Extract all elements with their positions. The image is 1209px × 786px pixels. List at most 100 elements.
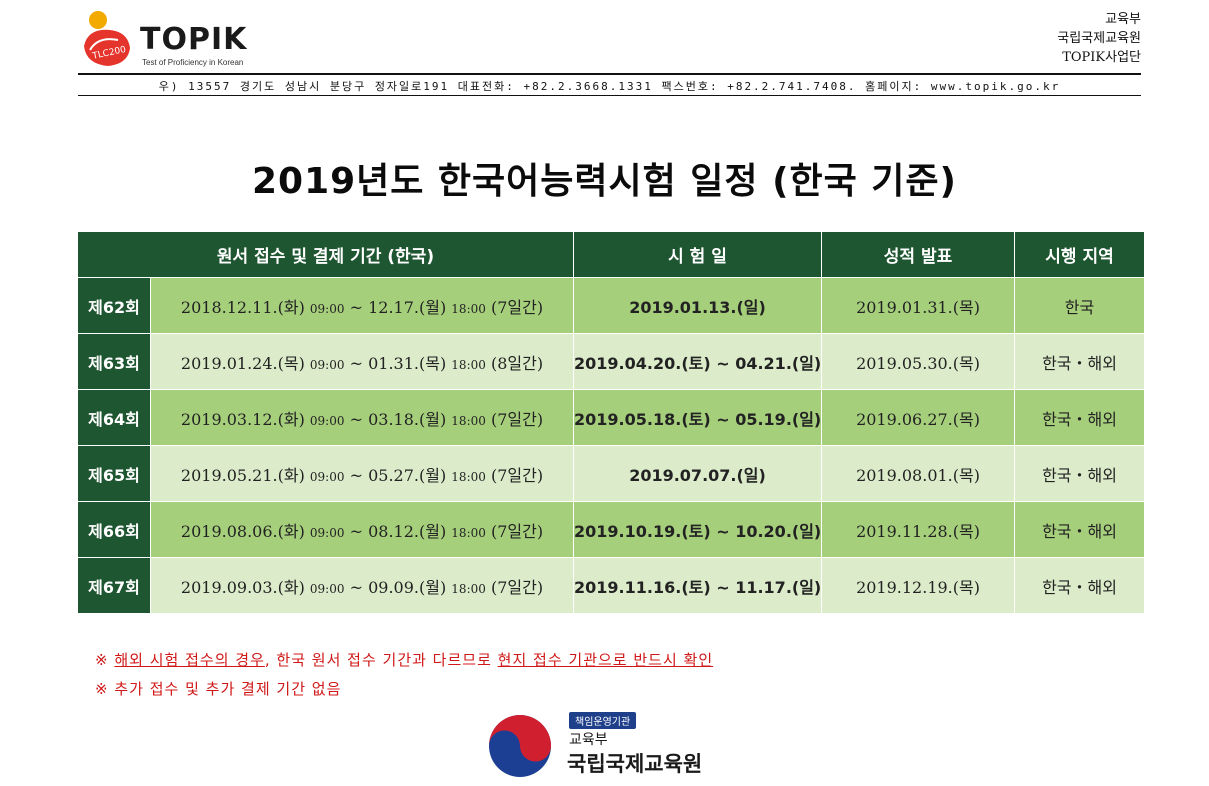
niied-logo: 책임운영기관 교육부 국립국제교육원 (487, 710, 727, 780)
note-overseas: 해외 시험 접수의 경우 (114, 651, 265, 669)
footer-ministry: 교육부 (569, 732, 608, 748)
reg-end: 03.18.(월) (368, 409, 447, 429)
reg-days: (7일간) (490, 577, 544, 597)
footer-institute: 국립국제교육원 (567, 752, 703, 776)
table-header-row: 원서 접수 및 결제 기간 (한국) 시 험 일 성적 발표 시행 지역 (76, 231, 1146, 278)
page-title: 2019년도 한국어능력시험 일정 (한국 기준) (251, 161, 958, 202)
address-rule (78, 95, 1141, 96)
table-row: 제63회 2019.01.24.(목) 09:00 ~ 01.31.(목) 18… (77, 333, 1146, 390)
result-date-cell: 2019.06.27.(목) (821, 389, 1016, 446)
region-cell: 한국 (1014, 277, 1146, 334)
reg-separator: ~ (349, 465, 363, 485)
round-cell: 제64회 (77, 389, 151, 446)
reg-end: 08.12.(월) (368, 521, 447, 541)
note-middle: , 한국 원서 접수 기간과 다르므로 (264, 651, 498, 669)
logo-subtitle: Test of Proficiency in Korean (142, 58, 244, 67)
registration-cell: 2019.09.03.(화) 09:00 ~ 09.09.(월) 18:00 (… (149, 557, 575, 614)
note-mark: ※ (95, 680, 109, 698)
region-cell: 한국・해외 (1014, 557, 1146, 614)
reg-separator: ~ (349, 297, 363, 317)
result-date-cell: 2019.05.30.(목) (821, 333, 1016, 390)
notes: ※ 해외 시험 접수의 경우, 한국 원서 접수 기간과 다르므로 현지 접수 … (95, 646, 713, 704)
exam-date-cell: 2019.11.16.(토) ~ 11.17.(일) (573, 557, 823, 614)
table-row: 제66회 2019.08.06.(화) 09:00 ~ 08.12.(월) 18… (77, 501, 1146, 558)
header-exam-date: 시 험 일 (573, 231, 823, 278)
reg-start: 2019.08.06.(화) (180, 521, 305, 541)
region-cell: 한국・해외 (1014, 501, 1146, 558)
round-cell: 제62회 (77, 277, 151, 334)
logo-text: TOPIK (140, 22, 248, 57)
reg-days: (7일간) (490, 297, 544, 317)
header-region: 시행 지역 (1014, 231, 1146, 278)
header-rule (78, 73, 1141, 75)
logo-wordmark: TOPIK (140, 22, 247, 57)
topik-logo: TLC200 TOPIK Test of Proficiency in Kore… (78, 4, 248, 70)
reg-start-time: 09:00 (309, 413, 345, 428)
reg-end: 05.27.(월) (368, 465, 447, 485)
header-result: 성적 발표 (821, 231, 1016, 278)
result-date-cell: 2019.01.31.(목) (821, 277, 1016, 334)
exam-date-cell: 2019.01.13.(일) (573, 277, 823, 334)
exam-date-cell: 2019.05.18.(토) ~ 05.19.(일) (573, 389, 823, 446)
registration-cell: 2018.12.11.(화) 09:00 ~ 12.17.(월) 18:00 (… (149, 277, 575, 334)
reg-end-time: 18:00 (451, 413, 486, 428)
reg-end-time: 18:00 (451, 357, 486, 372)
reg-start-time: 09:00 (309, 581, 345, 596)
note-mark: ※ (95, 651, 109, 669)
exam-date-cell: 2019.07.07.(일) (573, 445, 823, 502)
address-line: 우) 13557 경기도 성남시 분당구 정자일로191 대표전화: +82.2… (158, 80, 1061, 93)
note-line-2: ※ 추가 접수 및 추가 결제 기간 없음 (95, 675, 713, 704)
exam-date-cell: 2019.10.19.(토) ~ 10.20.(일) (573, 501, 823, 558)
region-cell: 한국・해외 (1014, 389, 1146, 446)
result-date-cell: 2019.11.28.(목) (821, 501, 1016, 558)
registration-cell: 2019.08.06.(화) 09:00 ~ 08.12.(월) 18:00 (… (149, 501, 575, 558)
taegeuk-icon (489, 715, 551, 777)
table-row: 제67회 2019.09.03.(화) 09:00 ~ 09.09.(월) 18… (77, 557, 1146, 614)
topik-emblem-icon: TLC200 (84, 11, 130, 66)
organization-block: 교육부 국립국제교육원 TOPIK사업단 (1057, 10, 1141, 67)
result-date-cell: 2019.12.19.(목) (821, 557, 1016, 614)
exam-date-cell: 2019.04.20.(토) ~ 04.21.(일) (573, 333, 823, 390)
reg-end: 12.17.(월) (368, 297, 447, 317)
reg-start: 2019.01.24.(목) (180, 353, 305, 373)
reg-start-time: 09:00 (309, 357, 345, 372)
org-line: 국립국제교육원 (1057, 31, 1141, 46)
reg-end: 09.09.(월) (368, 577, 447, 597)
table-row: 제65회 2019.05.21.(화) 09:00 ~ 05.27.(월) 18… (77, 445, 1146, 502)
round-cell: 제66회 (77, 501, 151, 558)
reg-days: (7일간) (490, 409, 544, 429)
reg-start-time: 09:00 (309, 301, 345, 316)
note-no-additional: 추가 접수 및 추가 결제 기간 없음 (114, 680, 342, 698)
round-cell: 제63회 (77, 333, 151, 390)
round-cell: 제65회 (77, 445, 151, 502)
reg-start: 2019.03.12.(화) (180, 409, 305, 429)
org-line: TOPIK사업단 (1062, 50, 1141, 65)
note-confirm: 현지 접수 기관으로 반드시 확인 (497, 651, 714, 669)
reg-days: (7일간) (490, 521, 544, 541)
reg-start-time: 09:00 (309, 525, 345, 540)
reg-days: (7일간) (490, 465, 544, 485)
reg-end-time: 18:00 (451, 469, 486, 484)
reg-separator: ~ (349, 409, 363, 429)
reg-end-time: 18:00 (451, 525, 486, 540)
header-registration: 원서 접수 및 결제 기간 (한국) (76, 231, 575, 278)
registration-cell: 2019.01.24.(목) 09:00 ~ 01.31.(목) 18:00 (… (149, 333, 575, 390)
registration-cell: 2019.05.21.(화) 09:00 ~ 05.27.(월) 18:00 (… (149, 445, 575, 502)
round-cell: 제67회 (77, 557, 151, 614)
reg-start: 2019.09.03.(화) (180, 577, 305, 597)
reg-start: 2019.05.21.(화) (180, 465, 305, 485)
schedule-table: 원서 접수 및 결제 기간 (한국) 시 험 일 성적 발표 시행 지역 제62… (76, 231, 1146, 614)
footer-badge: 책임운영기관 (569, 712, 637, 729)
reg-start: 2018.12.11.(화) (180, 297, 305, 317)
result-date-cell: 2019.08.01.(목) (821, 445, 1016, 502)
note-line-1: ※ 해외 시험 접수의 경우, 한국 원서 접수 기간과 다르므로 현지 접수 … (95, 646, 713, 675)
region-cell: 한국・해외 (1014, 445, 1146, 502)
reg-separator: ~ (349, 353, 363, 373)
reg-start-time: 09:00 (309, 469, 345, 484)
reg-end-time: 18:00 (451, 301, 486, 316)
reg-days: (8일간) (490, 353, 544, 373)
table-row: 제62회 2018.12.11.(화) 09:00 ~ 12.17.(월) 18… (77, 277, 1146, 334)
reg-end: 01.31.(목) (368, 353, 447, 373)
registration-cell: 2019.03.12.(화) 09:00 ~ 03.18.(월) 18:00 (… (149, 389, 575, 446)
org-line: 교육부 (1105, 12, 1141, 27)
